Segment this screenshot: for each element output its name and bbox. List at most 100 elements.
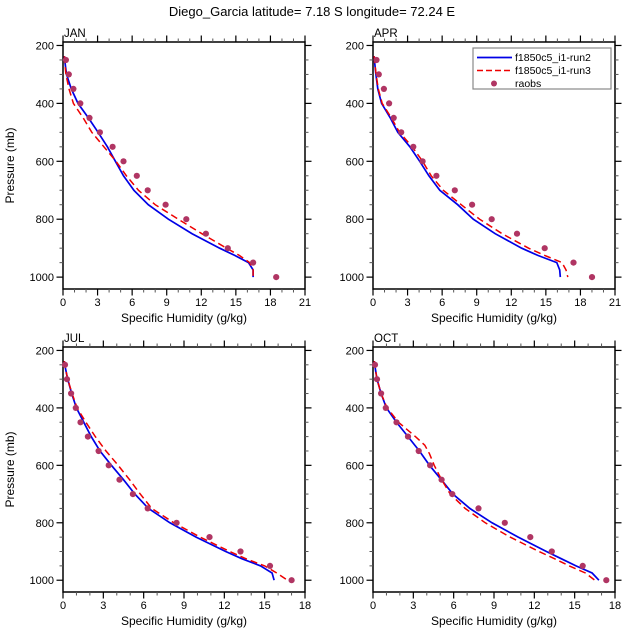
x-tick-label: 21 — [299, 297, 311, 309]
raobs-point — [469, 201, 476, 208]
legend-entry-label: f1850c5_i1-run3 — [515, 65, 591, 77]
y-tick-label: 200 — [346, 345, 364, 357]
raobs-point — [438, 476, 445, 483]
raobs-point — [133, 172, 140, 179]
raobs-point — [237, 548, 244, 555]
series-line-f1850c5_i1-run2 — [63, 56, 254, 278]
x-tick-label: 15 — [540, 297, 552, 309]
major-ticks — [56, 35, 312, 296]
raobs-point — [527, 534, 534, 541]
raobs-point — [386, 100, 393, 107]
plot-frame — [372, 41, 616, 290]
panel-apr: 0 3 6 9 12 15 18 21 200 400 600 800 1000 Specific Hum… — [340, 28, 622, 325]
raobs-point — [390, 114, 397, 121]
x-tick-label: 12 — [505, 297, 517, 309]
raobs-point — [382, 404, 389, 411]
x-tick-label: 3 — [405, 297, 411, 309]
raobs-point — [273, 274, 280, 281]
series-points-raobs — [371, 361, 610, 584]
raobs-point — [120, 158, 127, 165]
x-tick-label: 3 — [100, 600, 106, 612]
x-axis-label: Specific Humidity (g/kg) — [431, 614, 557, 628]
x-tick-label: 18 — [264, 297, 276, 309]
x-tick-label: 18 — [609, 600, 621, 612]
x-tick-label: 0 — [60, 297, 66, 309]
x-tick-label: 0 — [60, 600, 66, 612]
x-tick-label: 0 — [370, 297, 376, 309]
y-tick-label: 400 — [36, 403, 54, 415]
major-ticks — [366, 340, 622, 599]
minor-ticks — [59, 38, 309, 293]
series-points-raobs — [62, 56, 280, 281]
x-tick-label: 9 — [164, 297, 170, 309]
raobs-point — [288, 577, 295, 584]
x-tick-label: 3 — [410, 600, 416, 612]
raobs-point — [202, 230, 209, 237]
x-tick-label: 15 — [230, 297, 242, 309]
raobs-point — [68, 390, 75, 397]
x-tick-label: 12 — [195, 297, 207, 309]
raobs-point — [109, 143, 116, 150]
raobs-point — [570, 259, 577, 266]
raobs-point — [419, 158, 426, 165]
series-points-raobs — [373, 56, 596, 281]
minor-ticks — [369, 38, 619, 293]
x-tick-label: 6 — [141, 600, 147, 612]
x-tick-label: 15 — [259, 600, 271, 612]
series-line-f1850c5_i1-run3 — [373, 361, 596, 581]
raobs-point — [548, 548, 555, 555]
x-tick-label: 9 — [474, 297, 480, 309]
legend-entry-label: f1850c5_i1-run2 — [515, 52, 591, 64]
raobs-point — [129, 491, 136, 498]
raobs-point — [70, 85, 77, 92]
y-tick-label: 600 — [346, 156, 364, 168]
series-line-f1850c5_i1-run2 — [373, 56, 562, 278]
plot-frame — [62, 41, 306, 290]
raobs-point — [579, 562, 586, 570]
x-tick-label: 6 — [439, 297, 445, 309]
y-tick-label: 800 — [346, 518, 364, 530]
x-axis-label: Specific Humidity (g/kg) — [121, 311, 247, 325]
x-axis-label: Specific Humidity (g/kg) — [121, 614, 247, 628]
y-tick-label: 1000 — [30, 272, 54, 284]
y-tick-label: 400 — [346, 403, 364, 415]
series-points-raobs — [61, 361, 295, 584]
y-tick-label: 1000 — [340, 272, 364, 284]
raobs-point — [62, 56, 69, 64]
panel-jul: 0 3 6 9 12 15 18 200 400 600 800 1000 Specific Humid… — [3, 333, 312, 628]
raobs-point — [410, 143, 417, 150]
raobs-point — [427, 462, 434, 469]
raobs-point — [144, 505, 151, 512]
y-axis-label: Pressure (mb) — [3, 127, 17, 203]
raobs-point — [84, 433, 91, 440]
y-axis-label: Pressure (mb) — [3, 431, 17, 507]
y-tick-label: 600 — [36, 156, 54, 168]
raobs-point — [398, 129, 405, 136]
panel-title: JUL — [64, 333, 85, 345]
x-tick-label: 18 — [299, 600, 311, 612]
y-tick-label: 200 — [346, 40, 364, 52]
raobs-point — [144, 187, 151, 194]
panel-oct: 0 3 6 9 12 15 18 200 400 600 800 1000 Specific Humid… — [340, 333, 622, 628]
x-tick-label: 0 — [370, 600, 376, 612]
panel-title: JAN — [64, 28, 86, 40]
raobs-point — [475, 505, 482, 512]
legend-dot — [491, 80, 497, 87]
raobs-point — [63, 376, 71, 383]
raobs-point — [603, 577, 610, 584]
panel-jan: 0 3 6 9 12 15 18 21 200 400 600 800 1000 Specific Hum… — [3, 28, 312, 325]
series-line-f1850c5_i1-run3 — [63, 361, 288, 581]
raobs-point — [501, 519, 508, 526]
raobs-point — [373, 56, 380, 64]
panel-title: APR — [374, 28, 398, 40]
panel-title: OCT — [374, 333, 398, 345]
raobs-point — [378, 390, 385, 397]
raobs-point — [380, 85, 387, 92]
raobs-point — [224, 245, 231, 252]
series-line-f1850c5_i1-run3 — [63, 56, 254, 278]
figure-title: Diego_Garcia latitude= 7.18 S longitude=… — [169, 4, 456, 19]
raobs-point — [77, 419, 84, 426]
raobs-point — [86, 114, 93, 121]
